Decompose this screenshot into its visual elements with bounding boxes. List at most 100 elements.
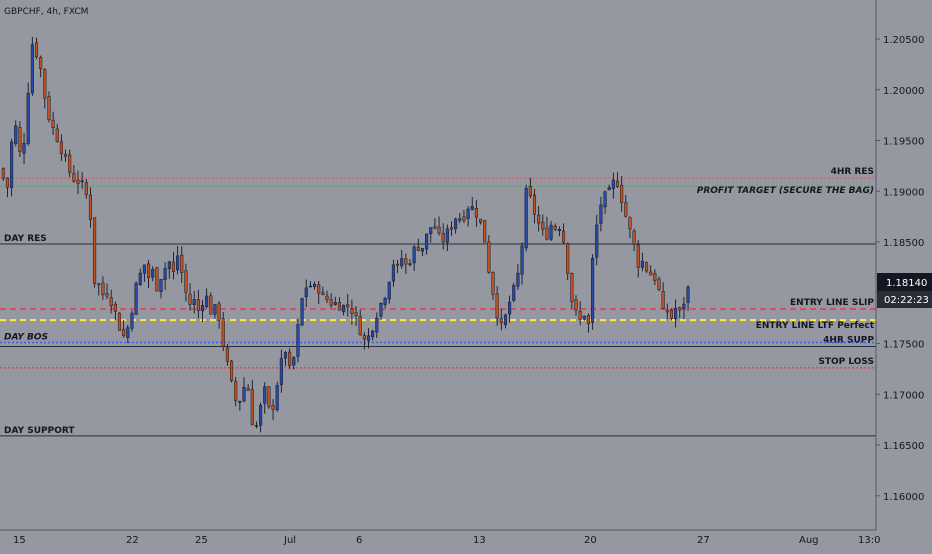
candle-bull bbox=[176, 255, 180, 271]
candle-bear bbox=[566, 243, 570, 274]
countdown-tag-bg bbox=[877, 291, 932, 308]
price-tick-label: 1.20500 bbox=[883, 35, 924, 46]
current-price-value: 1.18140 bbox=[886, 278, 927, 289]
candle-bear bbox=[354, 312, 358, 317]
candle-bear bbox=[196, 299, 200, 311]
level-label: DAY SUPPORT bbox=[4, 426, 75, 436]
candle-bull bbox=[313, 283, 317, 287]
candle-bear bbox=[545, 227, 549, 240]
horizontal-levels bbox=[0, 177, 876, 437]
candle-bull bbox=[279, 358, 283, 386]
candle-bull bbox=[611, 179, 615, 189]
candle-bear bbox=[101, 282, 105, 295]
time-axis[interactable]: 15 22 25 Jul 6 13 20 27 Aug 13:0 bbox=[0, 529, 932, 550]
candle-bear bbox=[574, 299, 578, 311]
candle-bear bbox=[632, 230, 636, 245]
candle-bear bbox=[337, 302, 341, 311]
candle-bear bbox=[93, 217, 97, 284]
candle-bull bbox=[371, 330, 375, 338]
candle-bear bbox=[329, 299, 333, 306]
candle-bear bbox=[1, 168, 5, 179]
candle-bull bbox=[512, 285, 516, 301]
candle-bear bbox=[661, 291, 665, 309]
candle-bull bbox=[412, 246, 416, 264]
candle-bull bbox=[682, 303, 686, 309]
price-tick-label: 1.16000 bbox=[883, 492, 924, 503]
candle-bull bbox=[458, 218, 462, 221]
time-tick-27: 27 bbox=[697, 535, 710, 546]
candle-bull bbox=[292, 357, 296, 366]
candle-bear bbox=[230, 360, 234, 381]
candle-bull bbox=[391, 264, 395, 282]
candle-bull bbox=[259, 404, 263, 426]
candle-bear bbox=[657, 278, 661, 290]
candle-bull bbox=[142, 264, 146, 274]
price-tick-label: 1.18500 bbox=[883, 238, 924, 249]
price-tick-label: 1.16500 bbox=[883, 441, 924, 452]
candle-bear bbox=[147, 263, 151, 278]
candle-bear bbox=[350, 308, 354, 314]
candle-bull bbox=[242, 386, 246, 402]
candle-bull bbox=[14, 125, 18, 144]
candle-bear bbox=[246, 388, 250, 391]
candle-bear bbox=[325, 295, 329, 300]
candle-bull bbox=[603, 191, 607, 208]
price-axis-bg bbox=[876, 0, 932, 530]
price-tick-label: 1.19000 bbox=[883, 187, 924, 198]
candle-bull bbox=[429, 227, 433, 234]
candle-bear bbox=[562, 230, 566, 243]
candle-bull bbox=[408, 263, 412, 265]
candle-bear bbox=[636, 244, 640, 268]
candle-bull bbox=[238, 401, 242, 403]
candle-bull bbox=[30, 44, 34, 94]
candle-bear bbox=[43, 68, 47, 99]
candle-bear bbox=[217, 303, 221, 321]
candle-bull bbox=[283, 352, 288, 359]
candle-bear bbox=[487, 241, 491, 273]
candle-bull bbox=[524, 187, 528, 249]
candle-bear bbox=[499, 318, 503, 324]
candle-bear bbox=[51, 119, 55, 128]
candle-bear bbox=[628, 217, 632, 230]
candle-bull bbox=[595, 224, 599, 258]
candle-bear bbox=[669, 310, 674, 319]
candle-bull bbox=[300, 298, 304, 326]
candle-bear bbox=[624, 202, 628, 217]
candle-bear bbox=[495, 293, 499, 319]
candle-bull bbox=[420, 248, 424, 252]
candle-bear bbox=[59, 141, 63, 154]
candle-bull bbox=[520, 245, 524, 275]
candle-bear bbox=[358, 316, 362, 336]
candle-bull bbox=[22, 143, 26, 154]
candle-bear bbox=[209, 295, 213, 315]
candle-bull bbox=[686, 286, 690, 303]
candle-bull bbox=[163, 268, 167, 281]
candle-bull bbox=[159, 279, 163, 292]
candle-bull bbox=[503, 314, 507, 326]
candle-bear bbox=[474, 208, 478, 218]
candle-bull bbox=[26, 92, 30, 144]
candle-bear bbox=[678, 307, 682, 311]
candle-bear bbox=[317, 284, 321, 294]
candle-bull bbox=[192, 299, 196, 306]
candle-bull bbox=[308, 285, 312, 288]
candle-bull bbox=[134, 282, 138, 315]
level-label: DAY BOS bbox=[4, 332, 48, 342]
candle-bear bbox=[541, 221, 545, 230]
candle-bear bbox=[321, 292, 325, 295]
price-axis[interactable]: 1.205001.200001.195001.190001.185001.180… bbox=[875, 0, 932, 530]
time-tick-1300: 13:0 bbox=[858, 535, 880, 546]
time-tick-20: 20 bbox=[584, 535, 597, 546]
candle-bear bbox=[570, 273, 574, 302]
time-tick-13: 13 bbox=[473, 535, 486, 546]
candle-bull bbox=[333, 302, 337, 305]
candle-bull bbox=[151, 269, 155, 278]
candle-bear bbox=[34, 42, 39, 57]
candle-bear bbox=[532, 194, 537, 215]
candle-bear bbox=[250, 389, 254, 426]
candle-bull bbox=[205, 295, 209, 307]
candle-bull bbox=[10, 141, 14, 188]
candle-bear bbox=[171, 261, 175, 272]
